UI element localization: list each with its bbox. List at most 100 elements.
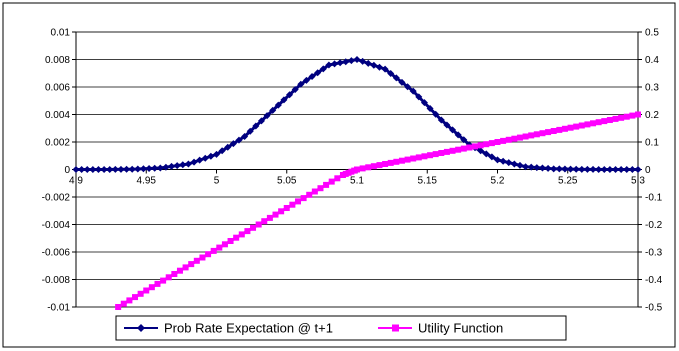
data-point-marker [612,115,619,122]
data-point-marker [120,300,127,307]
data-point-marker [590,120,597,127]
y-left-tick-label: 0 [64,165,70,176]
y-right-tick-label: 0 [645,165,651,176]
data-point-marker [143,287,150,294]
data-point-marker [123,165,131,173]
data-point-marker [455,146,462,153]
data-point-marker [392,74,400,82]
data-point-marker [126,297,133,304]
data-point-marker [291,85,299,93]
data-point-marker [176,267,183,274]
data-point-marker [600,165,608,173]
data-point-marker [331,60,339,68]
data-point-marker [617,166,625,173]
data-point-marker [334,175,341,182]
data-point-marker [544,164,552,172]
data-point-marker [623,113,630,120]
data-point-marker [257,117,265,125]
data-point-marker [511,135,518,142]
data-point-marker [286,91,294,99]
data-point-marker [466,144,473,151]
data-point-marker [89,166,97,173]
data-point-marker [280,96,288,104]
y-left-tick-label: 0.004 [45,110,70,121]
data-point-marker [628,166,636,173]
data-point-marker [381,65,389,73]
data-point-marker [387,70,395,78]
data-point-marker [460,145,467,152]
legend-label: Utility Function [418,321,503,336]
data-point-marker [415,93,423,101]
legend-swatch-marker [137,324,145,332]
y-left-tick-label: 0.01 [51,28,71,39]
data-point-marker [606,166,614,173]
data-point-marker [364,59,372,67]
data-point-marker [154,280,161,287]
data-point-marker [595,165,603,173]
data-point-marker [229,140,237,148]
data-point-marker [342,58,350,66]
data-point-marker [601,118,608,125]
data-point-marker [550,165,558,173]
data-point-marker [297,80,305,88]
series-utility-function [115,111,641,310]
data-point-marker [213,150,220,158]
data-point-marker [420,99,428,107]
data-point-marker [561,125,568,132]
legend-label: Prob Rate Expectation @ t+1 [164,321,333,336]
data-point-marker [370,61,378,69]
x-tick-label: 5.15 [418,176,438,187]
data-point-marker [145,164,153,172]
data-point-marker [409,87,417,95]
data-point-marker [83,166,91,173]
data-point-marker [567,124,574,131]
data-point-marker [106,165,114,173]
data-point-marker [583,165,591,173]
data-point-marker [494,139,501,145]
data-point-marker [261,218,268,225]
data-point-marker [252,122,260,130]
data-point-marker [516,134,523,141]
data-point-marker [94,166,102,173]
data-point-marker [443,148,450,155]
x-tick-label: 5.25 [558,176,578,187]
data-point-marker [111,165,119,173]
data-point-marker [168,162,176,170]
data-point-marker [255,221,262,228]
data-point-marker [477,142,484,149]
data-point-marker [398,78,406,86]
data-point-marker [246,127,254,135]
data-point-marker [132,294,139,301]
data-point-marker [151,164,159,172]
data-point-marker [555,165,563,173]
data-point-marker [199,254,206,261]
data-point-marker [359,57,367,65]
data-point-marker [545,129,552,136]
y-right-tick-label: -0.4 [645,275,663,286]
data-point-marker [460,136,468,144]
data-point-marker [266,214,273,221]
legend: Prob Rate Expectation @ t+1 Utility Funct… [115,315,567,341]
data-point-marker [488,153,496,161]
data-point-marker [539,130,546,137]
y-left-tick-label: -0.008 [42,275,71,286]
data-point-marker [634,166,642,173]
data-point-marker [623,166,631,173]
data-point-marker [606,117,613,123]
data-point-marker [207,152,215,160]
data-point-marker [427,152,434,159]
data-point-marker [482,150,490,158]
data-point-marker [387,159,394,166]
y-right-tick-label: -0.3 [645,248,663,259]
data-point-marker [550,128,557,134]
series-layer [72,56,642,310]
data-point-marker [205,251,212,258]
data-point-marker [353,56,361,63]
legend-swatch-marker [392,324,399,332]
data-point-marker [289,201,296,208]
data-point-marker [488,140,495,147]
data-point-marker [274,101,282,109]
data-point-marker [505,136,512,143]
